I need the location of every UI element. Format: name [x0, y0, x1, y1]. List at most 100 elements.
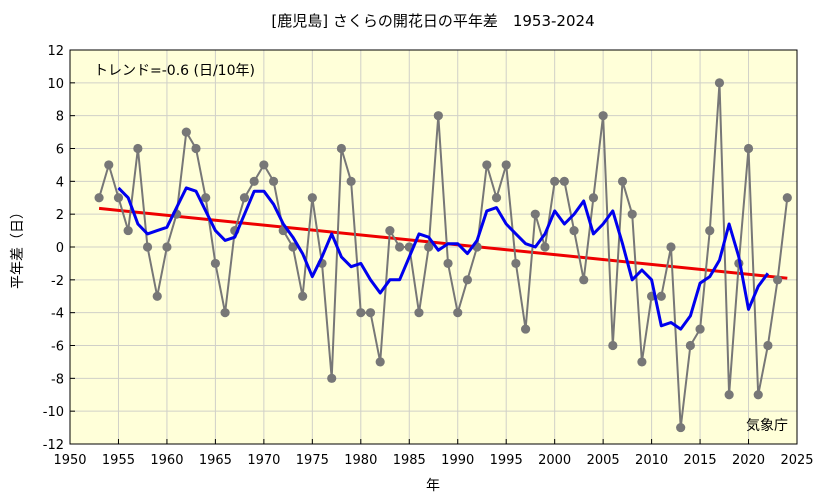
- moving-average-layer: [117, 186, 770, 331]
- x-tick-label: 1990: [441, 453, 474, 468]
- annual-point: [617, 176, 628, 186]
- annual-point: [365, 308, 376, 318]
- annual-point: [375, 357, 385, 367]
- annual-point: [482, 160, 492, 170]
- annual-point: [743, 143, 754, 154]
- y-tick-label: -2: [51, 274, 64, 289]
- y-tick-label: 4: [56, 175, 64, 190]
- y-tick-label: -10: [43, 405, 64, 420]
- annual-point: [113, 193, 124, 203]
- annual-point: [249, 176, 259, 186]
- annual-point: [288, 242, 298, 252]
- annual-point: [356, 308, 366, 318]
- annual-point: [307, 193, 317, 203]
- annual-point: [336, 143, 347, 154]
- annual-point: [773, 275, 783, 285]
- y-tick-label: 6: [56, 143, 64, 158]
- annual-point: [588, 193, 599, 203]
- annual-point: [104, 160, 114, 170]
- annual-point: [559, 176, 569, 186]
- annual-point: [579, 275, 589, 285]
- plot-frame: [69, 49, 798, 445]
- annual-point: [268, 176, 279, 186]
- y-tick-label: 12: [47, 44, 64, 59]
- annual-point: [181, 127, 191, 137]
- annual-point: [550, 176, 560, 186]
- annual-point: [424, 242, 434, 252]
- annual-point: [511, 258, 521, 269]
- annual-point: [443, 258, 453, 269]
- annual-point: [385, 225, 395, 236]
- x-tick-label: 1965: [199, 453, 232, 468]
- annual-point: [569, 225, 579, 236]
- annual-point: [220, 308, 230, 318]
- x-tick-label: 1985: [393, 453, 426, 468]
- annual-point: [133, 143, 143, 154]
- annual-point: [433, 111, 443, 121]
- annual-point: [598, 111, 608, 121]
- annual-series-line: [98, 82, 789, 428]
- x-tick-label: 1975: [296, 453, 329, 468]
- annual-point: [152, 291, 162, 301]
- y-tick-label: 10: [47, 77, 64, 92]
- annual-point: [414, 308, 424, 318]
- annual-point: [491, 193, 502, 203]
- annual-point: [656, 291, 666, 301]
- annual-point: [142, 242, 153, 252]
- annual-layer: [94, 78, 792, 433]
- annual-point: [705, 225, 715, 236]
- x-tick-label: 1980: [344, 453, 377, 468]
- annual-point: [666, 242, 676, 252]
- annual-point: [608, 340, 618, 351]
- annual-point: [94, 193, 104, 203]
- y-tick-label: -4: [51, 307, 64, 322]
- annual-point: [627, 209, 637, 219]
- x-tick-labels: 1950 1955 1960 1965 1970 1975 1980 1985 1990 1995…: [53, 453, 813, 468]
- chart-title: [鹿児島] さくらの開花日の平年差 1953-2024: [271, 12, 594, 30]
- y-tick-label: -6: [51, 340, 64, 355]
- annual-point: [239, 193, 250, 203]
- trend-label: トレンド=-0.6 (日/10年): [94, 63, 255, 79]
- annual-point: [201, 193, 211, 203]
- annual-point: [753, 390, 763, 400]
- x-tick-label: 1955: [102, 453, 135, 468]
- annual-point: [462, 275, 473, 285]
- annual-point: [191, 143, 201, 154]
- annual-point: [327, 373, 337, 383]
- y-axis-label: 平年差（日）: [10, 205, 26, 289]
- annual-point: [676, 422, 686, 433]
- y-tick-label: 2: [56, 208, 64, 223]
- annual-point: [695, 324, 705, 334]
- x-tick-label: 2010: [635, 453, 668, 468]
- y-tick-labels: -12 -10 -8 -6 -4 -2 0 2 4 6 8 10 12: [43, 44, 64, 453]
- annual-point: [501, 160, 511, 170]
- annual-point: [540, 242, 550, 252]
- x-tick-label: 2025: [780, 453, 813, 468]
- annual-point: [123, 225, 133, 236]
- annual-point: [685, 340, 695, 351]
- annual-point: [210, 258, 220, 269]
- x-tick-label: 1950: [53, 453, 86, 468]
- annual-point: [298, 291, 308, 301]
- annual-point: [453, 308, 463, 318]
- y-tick-label: -12: [43, 438, 64, 453]
- x-tick-label: 2000: [538, 453, 571, 468]
- annual-point: [346, 176, 356, 186]
- annual-point: [763, 340, 773, 351]
- source-label: 気象庁: [746, 418, 788, 434]
- moving-average-line: [117, 186, 770, 331]
- y-tick-label: -8: [51, 372, 64, 387]
- x-tick-label: 1995: [490, 453, 523, 468]
- annual-point: [724, 390, 734, 400]
- annual-point: [637, 357, 647, 367]
- x-axis-label: 年: [426, 478, 440, 494]
- x-tick-label: 2005: [587, 453, 620, 468]
- annual-point: [714, 78, 725, 88]
- annual-point: [259, 160, 269, 170]
- annual-point: [520, 324, 531, 334]
- x-tick-label: 2020: [732, 453, 765, 468]
- x-tick-label: 2015: [684, 453, 717, 468]
- x-tick-label: 1970: [247, 453, 280, 468]
- annual-point: [782, 193, 792, 203]
